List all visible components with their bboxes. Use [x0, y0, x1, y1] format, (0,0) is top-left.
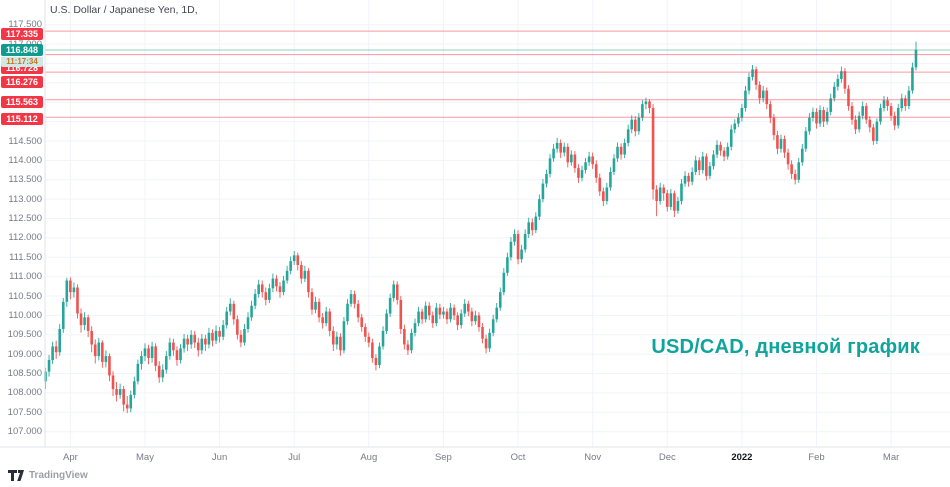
time-tick-label: Jul [288, 452, 301, 463]
time-tick-label: Feb [808, 452, 825, 463]
level-price-badge[interactable]: 116.276 [1, 76, 43, 88]
bar-countdown-badge[interactable]: 11:17:34 [1, 56, 43, 67]
time-tick-label: Aug [360, 452, 378, 463]
price-tick-label: 117.500 [8, 19, 42, 31]
time-tick-label: Oct [510, 452, 526, 463]
price-tick-label: 113.500 [8, 174, 42, 186]
price-tick-label: 114.000 [8, 154, 42, 166]
time-tick-label: 2022 [731, 452, 753, 463]
price-tick-label: 108.000 [7, 387, 42, 399]
price-tick-label: 111.500 [9, 251, 42, 263]
time-tick-label: Nov [584, 452, 602, 463]
tradingview-brand-text: TradingView [29, 470, 88, 481]
tradingview-logo-icon [8, 470, 24, 481]
price-tick-label: 111.000 [9, 271, 42, 283]
price-tick-label: 109.000 [7, 348, 42, 360]
time-tick-label: Apr [62, 452, 78, 463]
time-tick-label: Sep [434, 452, 452, 463]
price-tick-label: 110.500 [8, 290, 42, 302]
price-tick-label: 112.500 [8, 213, 42, 224]
current-price-badge[interactable]: 116.848 [1, 44, 43, 56]
time-tick-label: Dec [658, 452, 676, 463]
time-tick-label: Jun [211, 452, 228, 463]
chart-watermark-text: USD/CAD, дневной график [651, 336, 920, 358]
price-tick-label: 109.500 [7, 329, 42, 341]
time-tick-label: May [136, 452, 154, 463]
price-tick-label: 114.500 [8, 135, 42, 147]
price-tick-label: 112.000 [8, 232, 42, 244]
time-tick-label: Mar [882, 452, 900, 463]
price-tick-label: 108.500 [7, 368, 42, 380]
price-tick-label: 107.000 [7, 426, 42, 438]
price-tick-label: 110.000 [8, 309, 42, 321]
level-price-badge[interactable]: 117.335 [1, 28, 43, 40]
symbol-title: U.S. Dollar / Japanese Yen, 1D, [50, 4, 198, 16]
level-price-badge[interactable]: 115.563 [1, 96, 43, 108]
tradingview-attribution[interactable]: TradingView [8, 470, 88, 481]
level-price-badge[interactable]: 115.112 [1, 113, 43, 125]
price-tick-label: 107.500 [7, 406, 42, 418]
price-tick-label: 113.000 [8, 193, 42, 205]
